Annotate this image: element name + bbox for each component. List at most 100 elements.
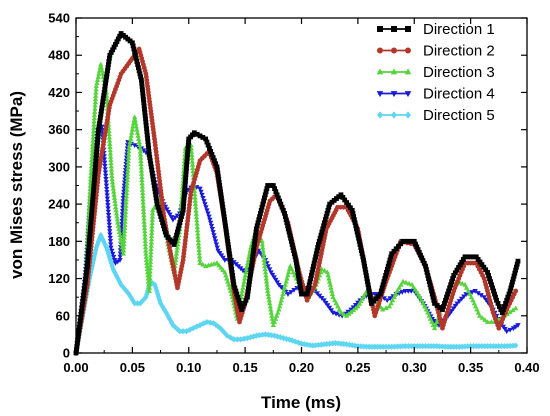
series-direction-1-point [99,102,105,108]
series-direction-5-point [118,281,124,288]
series-direction-1-point [135,62,141,67]
series-direction-1-point [342,197,348,203]
series-direction-1-point [379,285,385,291]
series-direction-1-point [227,251,232,257]
series-direction-3-point [227,284,233,290]
series-direction-1-point [246,285,252,291]
series-direction-3-point [225,278,231,284]
series-direction-5-point [152,281,158,288]
series-direction-1-point [314,248,320,254]
series-direction-3-point [321,267,328,273]
series-direction-1-point [81,286,87,292]
series-direction-3-point [121,241,127,247]
series-direction-5-point [324,340,330,348]
series-direction-5-point [177,328,183,335]
series-direction-1-point [259,204,265,210]
series-direction-3-point [146,284,153,290]
series-direction-3-point [139,186,146,192]
series-direction-1-point [76,328,82,333]
series-direction-5-point [490,343,496,350]
series-direction-1-point [185,149,191,155]
series-direction-1-point [115,36,121,42]
series-direction-1-point [95,136,101,142]
series-direction-1-point [78,315,83,321]
series-direction-1-point [313,251,319,257]
series-direction-5-point [90,256,97,264]
series-direction-3-point [189,152,195,157]
series-direction-1-point [242,300,247,306]
series-direction-3-point [138,164,144,170]
series-direction-1-point [185,152,190,158]
legend-direction-1-marker [405,26,411,32]
series-direction-3-point [200,261,206,267]
series-direction-4-point [202,202,208,207]
series-direction-4-point [170,217,176,223]
series-direction-3-point [190,165,196,171]
series-direction-1-point [96,124,102,129]
series-direction-4-point [111,258,118,263]
series-direction-3-point [239,291,245,296]
series-direction-3-point [149,223,155,229]
series-direction-3-point [393,291,399,296]
series-direction-5-point [369,343,375,350]
series-direction-3-point [242,272,248,278]
series-direction-1-point [88,222,94,228]
series-direction-1-point [356,235,361,241]
series-direction-5-point [422,343,429,350]
series-direction-5-point [277,334,284,341]
series-direction-3-point [148,246,154,251]
series-direction-1-point [142,106,147,112]
series-direction-3-point [268,306,274,312]
series-direction-1-point [88,225,93,231]
series-direction-5-point [476,343,482,350]
series-direction-3-point [104,99,110,105]
series-direction-1-point [277,198,282,204]
series-direction-3-point [282,281,289,287]
series-direction-1-point [262,195,267,201]
series-direction-3-point [132,117,138,123]
series-direction-1-point [94,152,99,158]
series-direction-1-point [93,165,98,171]
series-direction-3-point [283,278,289,284]
series-direction-3-point [482,317,488,322]
series-direction-1-point [152,189,158,195]
series-direction-3-point [189,158,195,164]
series-direction-3-point [174,244,180,250]
series-direction-3-point [90,128,97,134]
series-direction-3-point [140,193,146,199]
series-direction-3-point [140,206,147,211]
series-direction-3-point [341,311,347,317]
legend-direction-2-marker [391,47,397,54]
series-direction-1-point [310,266,316,272]
series-direction-1-point [89,206,95,212]
series-direction-4-point [102,170,109,176]
series-direction-1-point [437,305,443,310]
series-direction-4-point [106,219,112,225]
series-direction-3-point [115,219,121,225]
series-direction-4-point [483,297,489,303]
legend-direction-2-marker [377,47,383,54]
series-direction-3-point [141,218,147,224]
series-direction-1-point [141,103,147,109]
series-direction-1-point [228,260,234,266]
series-direction-1-point [143,116,148,122]
series-direction-3-point [143,257,150,262]
series-direction-5-point [487,343,493,350]
series-direction-1-point [77,321,83,327]
series-direction-1-point [145,139,151,144]
series-direction-5-point [470,343,477,350]
series-direction-1-point [485,269,490,275]
series-direction-3-point [263,278,270,284]
series-direction-1-point [382,276,388,281]
series-direction-1-point [226,248,232,254]
series-direction-1-point [514,264,519,270]
legend-direction-1: Direction 1 [377,21,495,38]
series-direction-1-point [79,305,85,311]
series-direction-1-point [81,289,87,295]
series-direction-3-point [126,142,133,148]
series-direction-3-point [112,201,118,207]
series-direction-1-point [297,279,302,285]
series-direction-5-point [105,250,111,257]
series-direction-1-point [421,260,427,266]
series-direction-4-point [212,236,218,242]
